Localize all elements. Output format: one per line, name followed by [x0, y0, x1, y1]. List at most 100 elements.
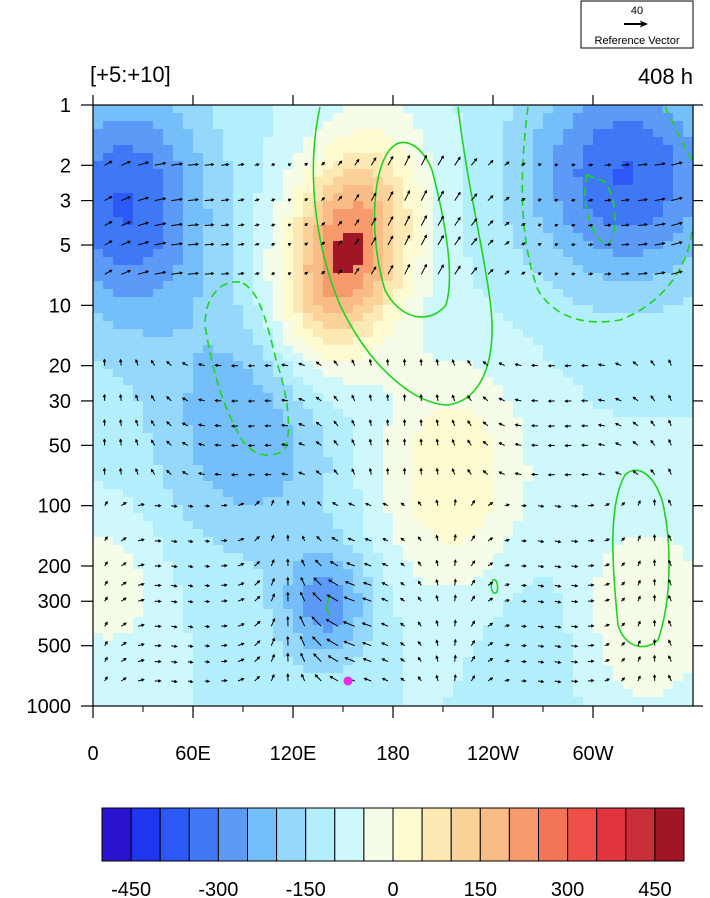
field-cell: [643, 601, 654, 610]
wind-vector: [154, 270, 167, 275]
field-cell: [133, 409, 144, 418]
field-cell: [493, 177, 504, 186]
field-cell: [373, 553, 384, 562]
field-cell: [293, 401, 304, 410]
field-cell: [433, 233, 444, 242]
field-cell: [483, 209, 494, 218]
field-cell: [163, 425, 174, 434]
field-cell: [443, 417, 454, 426]
field-cell: [653, 385, 664, 394]
field-cell: [453, 401, 464, 410]
field-cell: [143, 361, 154, 370]
field-cell: [453, 633, 464, 642]
field-cell: [183, 209, 194, 218]
field-cell: [173, 105, 184, 114]
field-cell: [583, 145, 594, 154]
field-cell: [93, 497, 104, 506]
field-cell: [633, 193, 644, 202]
field-cell: [673, 321, 684, 330]
field-cell: [683, 265, 693, 274]
field-cell: [503, 233, 514, 242]
field-cell: [213, 537, 224, 546]
field-cell: [363, 289, 374, 298]
field-cell: [673, 329, 684, 338]
field-cell: [513, 689, 524, 698]
field-cell: [613, 329, 624, 338]
wind-vector: [221, 271, 230, 276]
field-cell: [193, 105, 204, 114]
field-cell: [463, 273, 474, 282]
field-cell: [503, 289, 514, 298]
field-cell: [253, 625, 264, 634]
field-cell: [363, 241, 374, 250]
field-cell: [223, 633, 234, 642]
field-cell: [603, 353, 614, 362]
field-cell: [443, 265, 454, 274]
wind-vector: [604, 538, 610, 542]
field-cell: [163, 545, 174, 554]
field-cell: [623, 321, 634, 330]
field-cell: [373, 505, 384, 514]
field-cell: [593, 473, 604, 482]
field-cell: [683, 633, 693, 642]
field-cell: [463, 321, 474, 330]
field-cell: [533, 457, 544, 466]
wind-vector: [454, 236, 461, 246]
field-cell: [583, 609, 594, 618]
field-cell: [523, 593, 534, 602]
field-cell: [93, 121, 104, 130]
field-cell: [193, 673, 204, 682]
field-cell: [603, 585, 614, 594]
field-cell: [503, 129, 514, 138]
field-cell: [533, 153, 544, 162]
field-cell: [373, 241, 384, 250]
field-cell: [533, 529, 544, 538]
field-cell: [113, 433, 124, 442]
wind-vector: [154, 161, 167, 166]
field-cell: [263, 673, 274, 682]
field-cell: [313, 697, 324, 706]
field-cell: [503, 689, 514, 698]
field-cell: [613, 209, 624, 218]
field-cell: [633, 497, 644, 506]
field-cell: [283, 457, 294, 466]
field-cell: [403, 393, 414, 402]
field-cell: [653, 321, 664, 330]
field-cell: [443, 481, 454, 490]
field-cell: [143, 145, 154, 154]
field-cell: [593, 481, 604, 490]
field-cell: [213, 681, 224, 690]
field-cell: [303, 369, 314, 378]
field-cell: [303, 225, 314, 234]
field-cell: [433, 385, 444, 394]
field-cell: [153, 449, 164, 458]
field-cell: [193, 521, 204, 530]
field-cell: [683, 425, 693, 434]
field-cell: [513, 201, 524, 210]
field-cell: [173, 433, 184, 442]
field-cell: [243, 489, 254, 498]
field-cell: [523, 457, 534, 466]
field-cell: [423, 457, 434, 466]
field-cell: [343, 449, 354, 458]
field-cell: [483, 681, 494, 690]
field-cell: [473, 617, 484, 626]
field-cell: [453, 121, 464, 130]
field-cell: [183, 425, 194, 434]
wind-vector: [171, 539, 178, 544]
wind-vector: [204, 223, 215, 227]
field-cell: [403, 657, 414, 666]
field-cell: [493, 433, 504, 442]
wind-vector: [271, 272, 276, 276]
field-cell: [133, 209, 144, 218]
wind-vector: [587, 163, 594, 167]
wind-vector: [315, 396, 322, 402]
field-cell: [143, 497, 154, 506]
field-cell: [563, 337, 574, 346]
field-cell: [353, 241, 364, 250]
field-cell: [113, 121, 124, 130]
wind-vector: [104, 240, 113, 246]
field-cell: [503, 257, 514, 266]
field-cell: [593, 249, 604, 258]
field-cell: [193, 233, 204, 242]
